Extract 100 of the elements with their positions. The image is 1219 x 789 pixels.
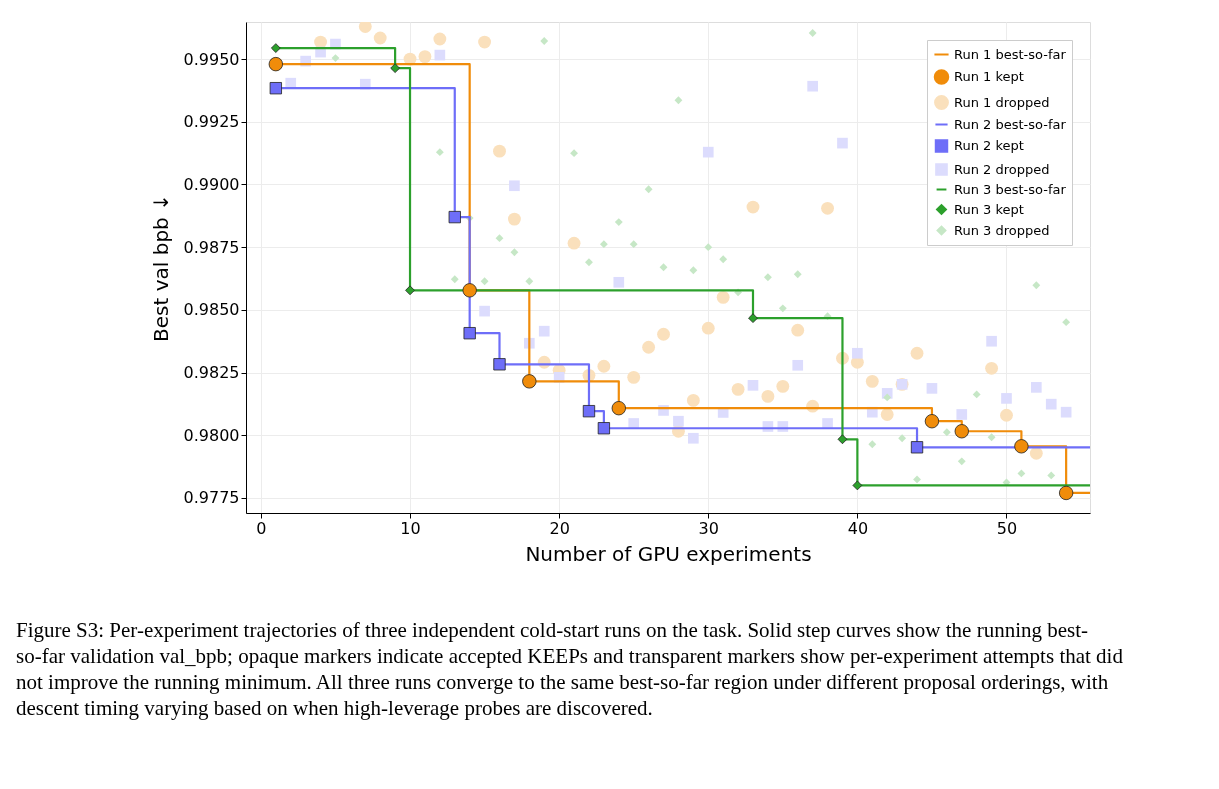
y-tick-label: 0.9850 [183,300,240,320]
point [910,441,924,454]
point [987,433,996,442]
point [495,234,504,243]
point [509,180,520,192]
y-axis-title: Best val bpb ↓ [148,194,173,342]
legend-label: Run 2 best-so-far [954,116,1067,132]
point [747,380,759,391]
point [435,148,444,157]
x-tick-label: 30 [698,518,719,538]
caption: Figure S3: Per-experiment trajectories of three independent cold-start runs on the task. Solid step curves show the running best-so-far validation val_bpb; opaque markers indicate accepted KEEPs and transparent markers show per-experiment attempts that did not improve the running minimum. All three runs converge to the same best-so-far region under different proposal orderings, with descent timing varying based on when high-leverage probes are discovered. [16,618,1124,720]
point [686,393,700,407]
point [540,37,549,45]
point [448,210,461,224]
x-axis-title: Number of GPU experiments [525,541,812,566]
point [689,266,698,275]
point [493,358,506,371]
point [480,277,489,286]
point [614,218,623,227]
point [479,305,490,317]
point [1030,382,1042,393]
point [463,327,476,340]
point [657,327,670,341]
point [450,275,459,284]
legend-label: Run 3 kept [954,201,1024,217]
point [776,379,790,393]
legend-label: Run 1 dropped [954,94,1050,110]
point [390,63,400,73]
point [597,422,610,435]
y-tick-label: 0.9925 [183,112,240,132]
point [972,390,981,399]
point [597,359,611,373]
point [1029,446,1043,460]
point [418,50,432,64]
point [702,146,714,158]
point [1045,398,1057,410]
point [405,285,415,296]
point [821,201,834,215]
point [1000,408,1013,422]
x-tick-label: 0 [256,518,267,538]
y-tick-label: 0.9825 [183,363,240,383]
point [582,405,596,418]
point [957,457,966,466]
point [611,401,626,416]
point [719,255,728,264]
point [433,32,447,46]
point [570,149,578,158]
point [1017,469,1026,478]
point [716,290,730,304]
legend-label: Run 1 kept [954,69,1024,84]
point [808,29,817,37]
legend-label: Run 2 dropped [954,161,1050,177]
point [269,82,282,95]
y-tick-label: 0.9800 [183,425,240,445]
point [659,263,668,272]
point [642,340,656,354]
point [688,432,699,444]
point [522,374,537,389]
point [510,248,519,257]
point [1014,439,1029,454]
point [807,80,818,92]
point [1058,485,1074,501]
point [924,414,940,429]
point [525,277,534,286]
point [567,236,581,250]
legend-label: Run 3 dropped [954,222,1050,238]
point [913,475,921,484]
point [462,283,477,298]
point [331,54,340,63]
point [585,258,593,267]
y-tick-label: 0.9875 [183,237,240,257]
point [358,22,372,33]
point [493,144,506,158]
point [793,270,802,279]
point [865,374,879,388]
x-tick-label: 20 [549,518,570,538]
point [791,323,805,337]
point [986,335,997,347]
y-tick-label: 0.9900 [183,175,240,194]
legend-label: Run 1 best-so-far [954,46,1067,62]
point [644,185,653,194]
legend-label: Run 2 kept [954,138,1024,153]
point [880,408,894,421]
point [270,43,281,53]
point [868,440,877,449]
point [792,359,804,371]
point [852,480,863,491]
point [373,31,387,45]
y-tick-label: 0.9775 [183,488,240,508]
point [910,346,924,360]
point [763,273,772,282]
point [507,212,521,226]
point [613,276,625,288]
x-tick-label: 10 [400,518,421,538]
point [956,409,968,420]
point [478,35,492,49]
point [704,243,713,252]
point [837,137,848,149]
point [701,321,715,335]
point [673,415,684,427]
